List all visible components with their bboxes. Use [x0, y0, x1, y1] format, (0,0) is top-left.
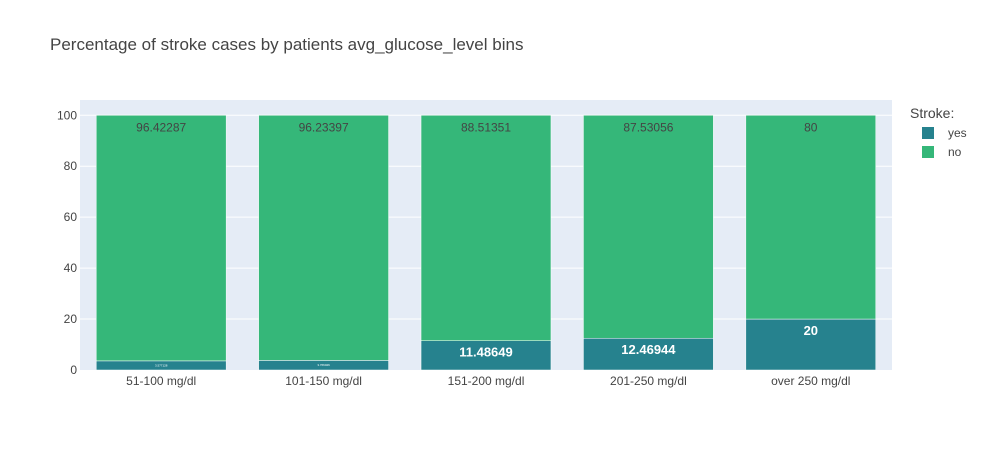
legend-label-no[interactable]: no [948, 145, 962, 159]
data-label: 96.23397 [299, 120, 349, 134]
y-axis: 0 20 40 60 80 100 [57, 108, 77, 377]
x-tick-label: 151-200 mg/dl [448, 374, 525, 388]
legend-swatch-yes[interactable] [922, 127, 934, 139]
bar-yes[interactable] [745, 318, 877, 371]
y-tick-label: 100 [57, 108, 77, 122]
y-tick-label: 80 [64, 159, 78, 173]
data-label: 88.51351 [461, 120, 511, 134]
data-label: 96.42287 [136, 120, 186, 134]
data-label: 3.577128 [155, 363, 168, 367]
data-label: 20 [804, 323, 818, 338]
legend-title: Stroke: [910, 105, 954, 121]
y-tick-label: 20 [64, 312, 78, 326]
y-tick-label: 40 [64, 261, 78, 275]
bar-no[interactable] [745, 115, 877, 320]
data-label: 3.766026 [317, 363, 330, 367]
x-tick-label: 201-250 mg/dl [610, 374, 687, 388]
legend[interactable]: Stroke: yes no [910, 105, 967, 159]
data-label: 87.53056 [623, 120, 673, 134]
x-axis: 51-100 mg/dl 101-150 mg/dl 151-200 mg/dl 20… [126, 374, 850, 388]
x-tick-label: 101-150 mg/dl [285, 374, 362, 388]
bar-no[interactable] [258, 115, 389, 361]
data-label: 11.48649 [459, 345, 513, 360]
bar-no[interactable] [95, 115, 227, 362]
bar-labels-group: 3.577128 96.42287 3.766026 96.23397 11.48649… [136, 120, 818, 367]
bar-yes[interactable] [583, 337, 714, 371]
data-label: 80 [804, 120, 818, 134]
x-tick-label: over 250 mg/dl [771, 374, 850, 388]
legend-swatch-no[interactable] [922, 146, 934, 158]
bars-group[interactable] [95, 115, 877, 371]
bar-no[interactable] [583, 115, 714, 339]
data-label: 12.46944 [621, 342, 676, 357]
y-tick-label: 60 [64, 210, 78, 224]
bar-yes[interactable] [420, 340, 552, 371]
chart-title: Percentage of stroke cases by patients a… [50, 35, 523, 54]
legend-label-yes[interactable]: yes [948, 126, 967, 140]
bar-no[interactable] [420, 115, 552, 341]
y-tick-label: 0 [70, 363, 77, 377]
x-tick-label: 51-100 mg/dl [126, 374, 196, 388]
